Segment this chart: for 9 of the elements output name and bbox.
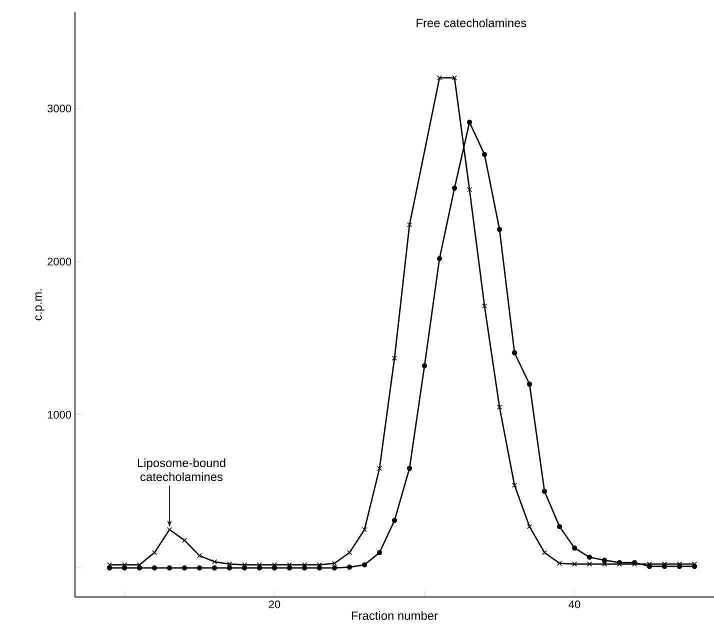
y-tick-label: 1000: [48, 410, 72, 419]
x-tick-label: 20: [268, 600, 280, 608]
annotation: Liposome-bound catecholamines: [138, 458, 226, 482]
y-tick-label: 2000: [48, 258, 72, 266]
x-tick-label: 40: [568, 600, 580, 608]
y-tick-label: 3000: [48, 104, 72, 112]
annotation: Free catecholamines: [416, 18, 526, 28]
x-axis-title: Fraction number: [352, 611, 438, 620]
y-axis-title: c.p.m.: [35, 289, 44, 320]
